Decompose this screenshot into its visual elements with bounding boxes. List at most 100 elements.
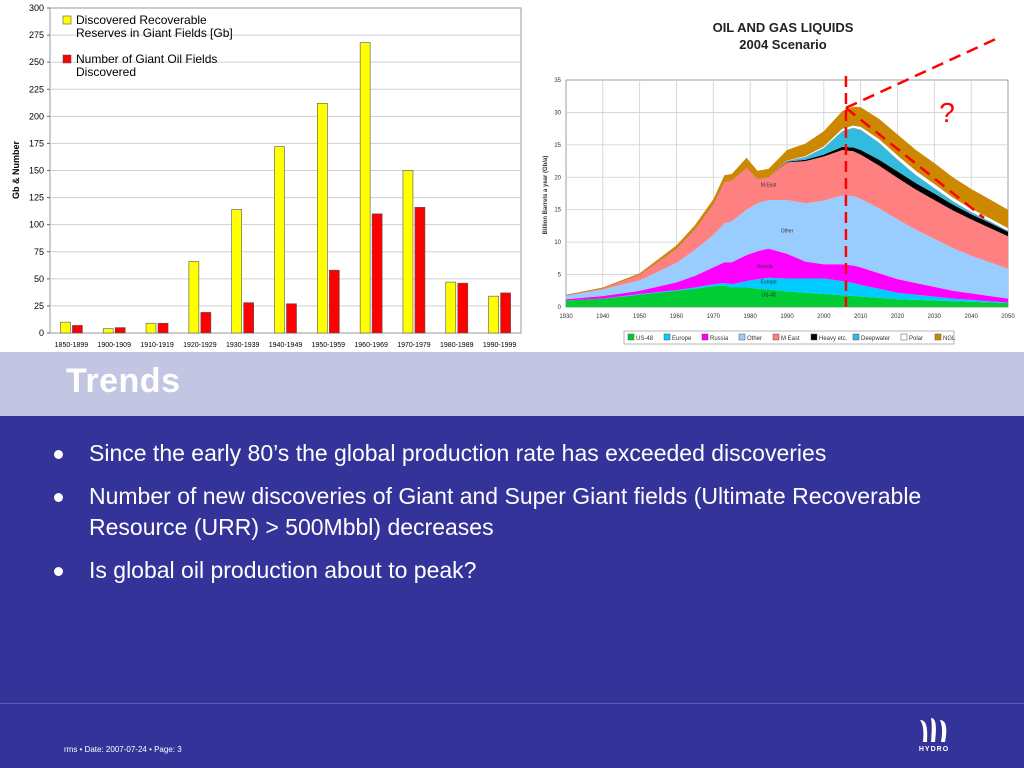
bullet-list: Since the early 80’s the global producti…: [52, 438, 972, 598]
legend-swatch: [738, 333, 746, 341]
y-axis-label: Gb & Number: [11, 141, 21, 200]
bar-count: [200, 312, 212, 334]
y-tick-label: 300: [29, 3, 44, 13]
bar-count: [329, 269, 340, 334]
legend-swatch: [62, 15, 72, 25]
y-tick-label: 10: [554, 240, 561, 246]
y-tick-label: 30: [554, 110, 561, 116]
x-tick-label: 1980-1989: [440, 342, 474, 349]
legend-label: US-48: [636, 336, 654, 342]
legend-swatch: [900, 333, 908, 341]
legend-label: NGL: [943, 336, 956, 342]
y-tick-label: 35: [554, 78, 561, 84]
legend-swatch: [627, 333, 635, 341]
legend-label: Reserves in Giant Fields [Gb]: [76, 26, 233, 40]
chart-title: 2004 Scenario: [739, 37, 827, 52]
y-tick-label: 25: [554, 143, 561, 149]
legend-swatch: [62, 54, 72, 64]
x-tick-label: 1900-1909: [97, 342, 131, 349]
footer-divider: [0, 703, 1024, 704]
bar-reserves: [231, 209, 242, 334]
footer-text: rms • Date: 2007-07-24 • Page: 3: [64, 745, 182, 754]
legend-label: Russia: [710, 336, 729, 342]
hydro-logo-icon: [920, 718, 947, 742]
area-europe: [566, 277, 1008, 304]
area-label: M.East: [761, 182, 777, 188]
x-tick-label: 1980: [743, 314, 757, 320]
bar-reserves: [359, 42, 371, 334]
y-tick-label: 20: [554, 175, 561, 181]
x-tick-label: 1970-1979: [397, 342, 431, 349]
footer: [0, 704, 1024, 768]
bullet-text: Number of new discoveries of Giant and S…: [89, 483, 922, 540]
bullet-dot-icon: [54, 567, 63, 576]
legend-label: Heavy etc.: [819, 336, 848, 342]
bar-reserves: [274, 146, 285, 334]
y-tick-label: 0: [39, 328, 44, 338]
x-tick-label: 1920-1929: [183, 342, 217, 349]
area-label: Europe: [761, 280, 777, 286]
giant-fields-bar-chart: 0 25 50 75 100 125 150 175 200 225 250 275 300 Gb & N…: [11, 3, 522, 349]
charts-area: 0 25 50 75 100 125 150 175 200 225 250 275 300 Gb & N…: [0, 0, 1024, 352]
bullet-item: Is global oil production about to peak?: [52, 555, 972, 586]
lower-dashed-line: [845, 106, 985, 219]
bullet-dot-icon: [54, 493, 63, 502]
y-tick-label: 5: [558, 273, 562, 279]
question-mark-annotation: ?: [939, 97, 955, 128]
y-tick-label: 75: [34, 247, 44, 257]
y-tick-label: 150: [29, 166, 44, 176]
bar-count: [286, 303, 297, 334]
y-tick-label: 175: [29, 138, 44, 148]
y-tick-label: 275: [29, 30, 44, 40]
bar-count: [243, 302, 254, 334]
bar-count: [500, 292, 511, 334]
x-tick-label: 1950-1959: [312, 342, 346, 349]
y-tick-label: 50: [34, 274, 44, 284]
area-us-48: [566, 285, 1008, 307]
bar-reserves: [188, 261, 200, 334]
upper-dashed-line: [845, 36, 999, 110]
bar-count: [414, 207, 426, 334]
content-panel: [0, 416, 1024, 703]
x-tick-label: 2050: [1001, 314, 1015, 320]
area-ngl: [566, 106, 1008, 296]
bar-reserves: [102, 328, 114, 334]
area-other: [566, 195, 1008, 300]
bar-count: [371, 213, 383, 334]
bullet-text: Is global oil production about to peak?: [89, 557, 477, 583]
area-russia: [566, 248, 1008, 303]
slide-title: Trends: [66, 362, 181, 400]
legend-swatch: [663, 333, 671, 341]
area-deepwater: [566, 128, 1008, 296]
logo-text: HYDRO: [918, 746, 950, 753]
legend-label: Number of Giant Oil Fields: [76, 52, 217, 66]
oil-gas-liquids-area-chart: OIL AND GAS LIQUIDS 2004 Scenario 0 5 10 15 20…: [543, 20, 1015, 345]
bullet-dot-icon: [54, 450, 63, 459]
x-tick-label: 1930-1939: [226, 342, 260, 349]
x-tick-label: 2010: [854, 314, 868, 320]
area-label: US-48: [761, 293, 775, 299]
legend-label: Discovered Recoverable: [76, 13, 207, 27]
area-label: Other: [781, 228, 794, 234]
legend-label: Deepwater: [861, 336, 890, 342]
legend-swatch: [934, 333, 942, 341]
bar-reserves: [445, 281, 457, 334]
y-tick-label: 25: [34, 301, 44, 311]
bar-reserves: [60, 321, 71, 334]
x-tick-label: 1850-1899: [55, 342, 89, 349]
area-m-east: [566, 150, 1008, 296]
bar-count: [457, 282, 469, 334]
bullet-item: Number of new discoveries of Giant and S…: [52, 481, 972, 543]
legend-label: Polar: [909, 336, 923, 342]
x-tick-label: 2000: [817, 314, 831, 320]
legend-swatch: [772, 333, 780, 341]
legend-label: M East: [781, 336, 800, 342]
bar-reserves: [145, 322, 157, 334]
x-tick-label: 1910-1919: [140, 342, 174, 349]
bullet-text: Since the early 80’s the global producti…: [89, 440, 827, 466]
y-tick-label: 125: [29, 193, 44, 203]
x-tick-label: 1970: [707, 314, 721, 320]
bar-count: [114, 327, 126, 334]
bar-reserves: [402, 170, 414, 334]
x-tick-label: 2020: [891, 314, 905, 320]
